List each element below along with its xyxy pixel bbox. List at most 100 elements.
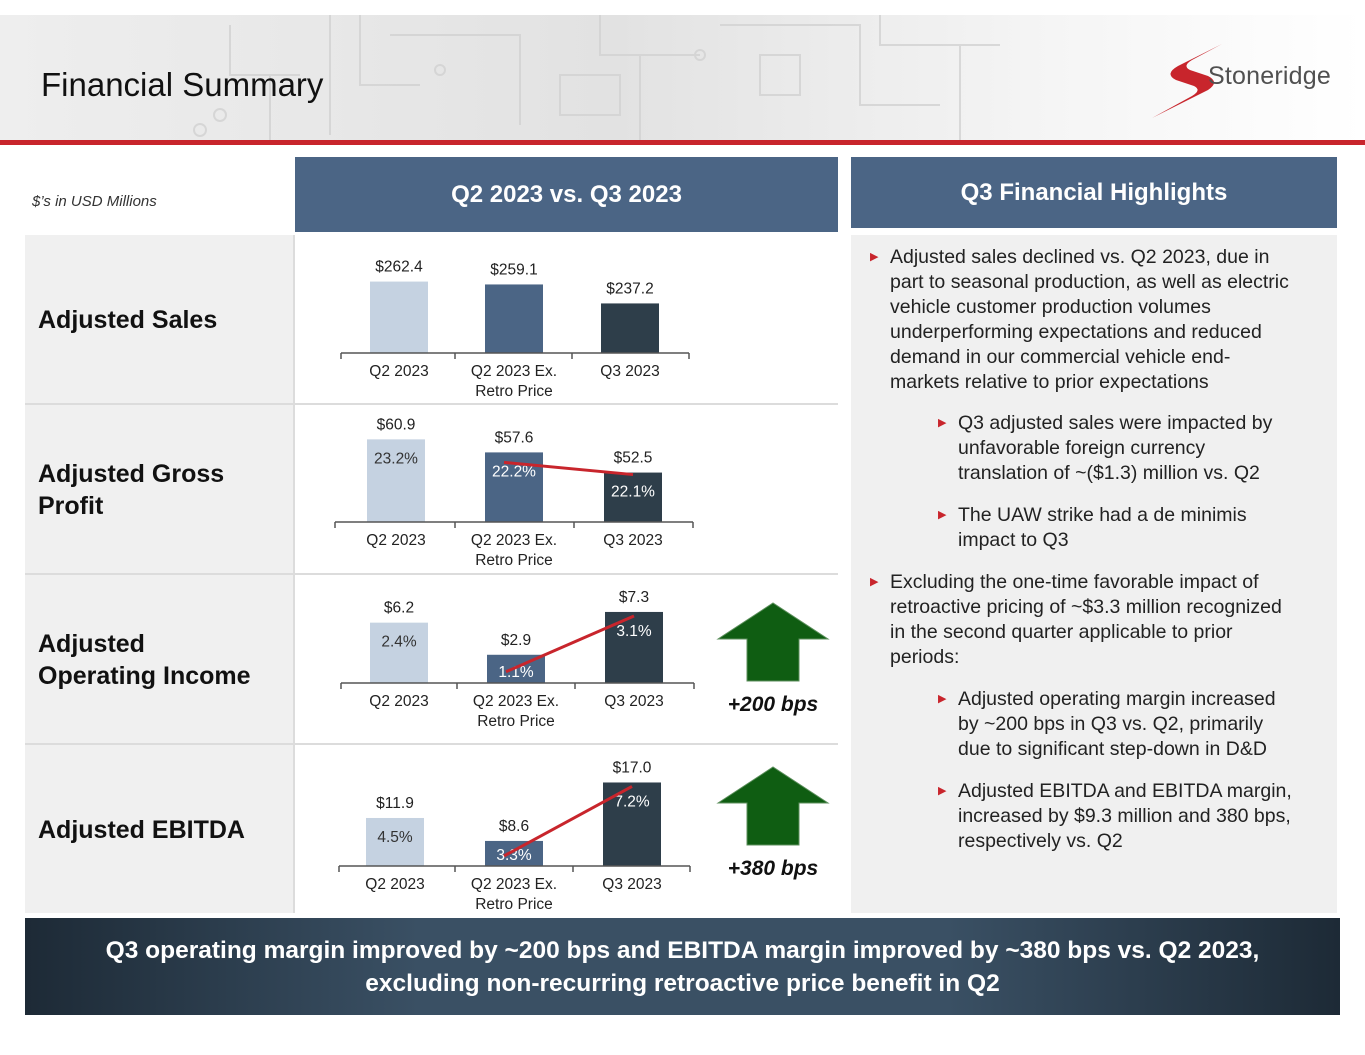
- header-banner: [0, 15, 1365, 140]
- highlight-line: unfavorable foreign currency: [958, 437, 1206, 459]
- highlight-sub-bullet: ▶ The UAW strike had a de minimis impact t…: [938, 503, 1247, 553]
- highlight-sub-bullet: ▶ Adjusted operating margin increased by ~…: [938, 687, 1276, 762]
- value-label: $6.2: [384, 600, 414, 617]
- highlight-bullet: ▶ Adjusted sales declined vs. Q2 2023, du…: [870, 245, 1289, 395]
- highlight-sub-bullet: ▶ Q3 adjusted sales were impacted by unfav…: [938, 411, 1273, 486]
- margin-trend-line: [503, 460, 634, 477]
- stoneridge-logo-icon: [1152, 44, 1222, 118]
- highlight-line: impact to Q3: [958, 529, 1069, 551]
- header-divider: [0, 140, 1365, 145]
- units-note: $’s in USD Millions: [32, 193, 157, 210]
- value-label: $8.6: [499, 818, 529, 835]
- margin-label: 22.2%: [492, 463, 536, 480]
- bullet-triangle-icon: ▶: [870, 251, 879, 263]
- highlights-header-label: Q3 Financial Highlights: [960, 178, 1228, 206]
- up-arrow-icon: [716, 766, 830, 846]
- category-label: Q2 2023: [369, 363, 428, 380]
- highlight-line: underperforming expectations and reduced: [890, 321, 1262, 343]
- margin-label: 22.1%: [611, 484, 655, 501]
- highlight-line: vehicle customer production volumes: [890, 296, 1211, 318]
- highlight-line: part to seasonal production, as well as …: [890, 271, 1289, 293]
- category-label: Q3 2023: [603, 532, 662, 549]
- bps-annotation: +200 bps: [728, 693, 818, 716]
- up-arrow-shape: [716, 766, 830, 846]
- adjusted-sales-chart: $262.4 Q2 2023 $259.1 Q2 2023 Ex. Retro Pric…: [340, 259, 690, 400]
- value-label: $259.1: [490, 261, 537, 278]
- highlights-header: Q3 Financial Highlights: [851, 157, 1337, 228]
- bullet-triangle-icon: ▶: [938, 693, 947, 705]
- adjusted-gross-profit-chart: $60.9 23.2% Q2 2023 $57.6 22.2% Q2 2023 Ex. Re…: [334, 416, 694, 569]
- row-divider: [25, 403, 838, 405]
- highlight-line: retroactive pricing of ~$3.3 million rec…: [890, 596, 1282, 618]
- category-label: Q2 2023 Ex.: [471, 363, 557, 380]
- category-label: Retro Price: [477, 713, 555, 730]
- margin-label: 23.2%: [374, 450, 418, 467]
- category-label: Retro Price: [475, 552, 553, 569]
- bullet-triangle-icon: ▶: [870, 576, 879, 588]
- page-title: Financial Summary: [41, 66, 324, 103]
- highlight-line: periods:: [890, 646, 960, 668]
- highlight-line: increased by $9.3 million and 380 bps,: [958, 805, 1291, 827]
- highlight-line: Adjusted operating margin increased: [958, 688, 1276, 710]
- highlight-line: in the second quarter applicable to prio…: [890, 621, 1233, 643]
- highlight-line: Excluding the one-time favorable impact …: [890, 571, 1259, 593]
- highlight-line: markets relative to prior expectations: [890, 371, 1209, 393]
- value-label: $57.6: [495, 429, 534, 446]
- up-arrow-shape: [716, 602, 830, 682]
- up-arrow-icon: [716, 602, 830, 682]
- value-label: $52.5: [614, 450, 653, 467]
- category-label: Q2 2023: [369, 693, 428, 710]
- row-label-line: Operating Income: [38, 662, 251, 690]
- highlight-line: The UAW strike had a de minimis: [958, 504, 1247, 526]
- row-label-line: Profit: [38, 492, 104, 520]
- bps-annotation: +380 bps: [728, 857, 818, 880]
- comparison-header: Q2 2023 vs. Q3 2023: [295, 157, 838, 232]
- adjusted-operating-income-chart: $6.2 2.4% Q2 2023 $2.9 1.1% Q2 2023 Ex. Retro …: [340, 589, 830, 730]
- highlight-line: due to significant step-down in D&D: [958, 738, 1267, 760]
- row-label-line: Adjusted EBITDA: [38, 816, 245, 844]
- highlight-bullet: ▶ Excluding the one-time favorable impact…: [870, 570, 1282, 670]
- category-label: Q3 2023: [600, 363, 659, 380]
- comparison-header-label: Q2 2023 vs. Q3 2023: [451, 180, 682, 208]
- value-label: $17.0: [613, 759, 652, 776]
- bar-1: [366, 817, 424, 866]
- bar-3: [604, 472, 662, 522]
- category-label: Q2 2023: [366, 532, 425, 549]
- bar-3: [601, 303, 659, 353]
- logo-text: Stoneridge: [1208, 62, 1331, 90]
- bullet-triangle-icon: ▶: [938, 785, 947, 797]
- highlight-line: Q3 adjusted sales were impacted by: [958, 412, 1273, 434]
- bar-2: [485, 840, 543, 866]
- bullet-triangle-icon: ▶: [938, 509, 947, 521]
- circuit-background: [193, 15, 1000, 140]
- value-label: $7.3: [619, 589, 649, 606]
- takeaway-line-1: Q3 operating margin improved by ~200 bps…: [105, 936, 1260, 964]
- highlight-line: respectively vs. Q2: [958, 830, 1123, 852]
- bar-2: [485, 284, 543, 353]
- row-label-adjusted-ebitda: Adjusted EBITDA: [38, 814, 245, 846]
- highlight-line: by ~200 bps in Q3 vs. Q2, primarily: [958, 713, 1264, 735]
- value-label: $11.9: [376, 795, 414, 812]
- row-label-line: Adjusted: [38, 630, 145, 658]
- highlight-line: demand in our commercial vehicle end-: [890, 346, 1231, 368]
- value-label: $2.9: [501, 632, 531, 649]
- takeaway-banner: Q3 operating margin improved by ~200 bps…: [25, 918, 1340, 1015]
- highlights-panel: [851, 235, 1337, 913]
- row-label-line: Adjusted Sales: [38, 306, 218, 334]
- value-label: $262.4: [375, 259, 423, 276]
- margin-label: 1.1%: [498, 664, 534, 681]
- takeaway-line-2: excluding non-recurring retroactive pric…: [365, 969, 1000, 997]
- margin-trend-line: [503, 785, 633, 858]
- highlight-line: translation of ~($1.3) million vs. Q2: [958, 462, 1260, 484]
- bar-1: [370, 281, 428, 353]
- value-label: $237.2: [606, 280, 653, 297]
- row-divider: [25, 573, 838, 575]
- row-divider: [25, 743, 838, 745]
- margin-label: 7.2%: [614, 793, 650, 810]
- highlight-sub-bullet: ▶ Adjusted EBITDA and EBITDA margin, incre…: [938, 779, 1292, 854]
- category-label: Q2 2023: [365, 876, 424, 893]
- bar-1: [370, 622, 428, 683]
- category-label: Q3 2023: [604, 693, 663, 710]
- category-label: Q2 2023 Ex.: [471, 532, 557, 549]
- margin-label: 4.5%: [377, 829, 413, 846]
